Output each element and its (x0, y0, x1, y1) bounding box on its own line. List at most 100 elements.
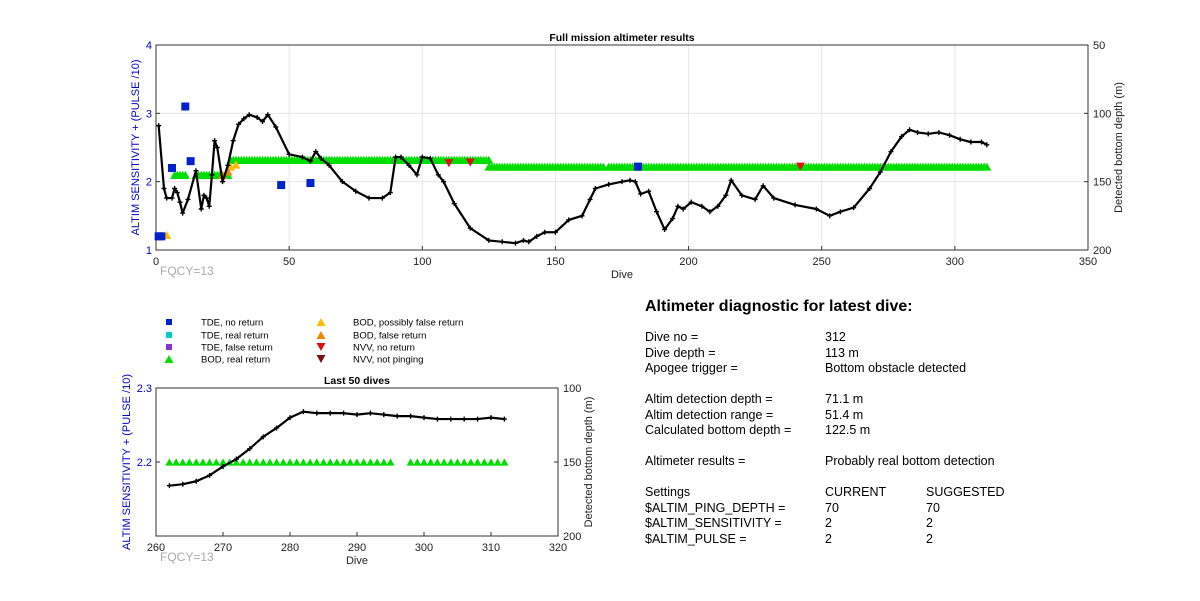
depth-point-marker (408, 413, 414, 419)
tde-no-return-marker (633, 162, 642, 171)
depth-point-marker (662, 227, 668, 232)
diagnostic-label: Altim detection range = (645, 407, 774, 422)
bod-real-return-marker (239, 458, 248, 466)
depth-point-marker (441, 179, 447, 185)
legend-marker-tde_real_return (166, 332, 172, 338)
diagnostic-label: Calculated bottom depth = (645, 423, 792, 437)
setting-suggested: 2 (926, 531, 933, 546)
y-left-tick-label: 2.3 (137, 383, 152, 395)
depth-point-marker (587, 196, 593, 202)
depth-point-marker (180, 481, 186, 487)
depth-point-marker (367, 410, 373, 416)
bod-real-return-marker (480, 458, 489, 466)
bod-real-return-marker (306, 458, 315, 466)
bod-real-return-marker (245, 458, 254, 466)
depth-point-marker (723, 192, 729, 198)
bod-real-return-marker (332, 458, 341, 466)
bod-real-return-marker (420, 458, 428, 466)
nvv-no-return-marker (444, 159, 454, 168)
depth-point-marker (419, 154, 425, 160)
fqcy-annotation: FQCY=13 (160, 550, 214, 564)
depth-point-marker (300, 409, 306, 415)
bod-real-return-marker (312, 458, 321, 466)
nvv-no-return-marker (465, 158, 475, 167)
x-tick-label: 100 (413, 256, 431, 268)
depth-point-marker (254, 114, 260, 120)
depth-point-marker (512, 240, 518, 246)
bod-real-return-marker (212, 458, 221, 466)
y-left-tick-label: 1 (146, 245, 152, 257)
bod-real-return-marker (279, 458, 288, 466)
depth-point-marker (299, 154, 305, 160)
y-right-axis-label: Detected bottom depth (m) (583, 397, 595, 528)
x-tick-label: 300 (415, 542, 433, 554)
diagnostic-value: Bottom obstacle detected (825, 361, 967, 375)
bod-real-return-marker (180, 170, 190, 179)
x-tick-label: 300 (946, 256, 964, 268)
depth-point-marker (675, 203, 681, 209)
depth-point-marker (207, 472, 213, 478)
tde-no-return-marker (277, 181, 286, 190)
setting-suggested: 2 (926, 516, 933, 530)
setting-suggested: 70 (926, 500, 940, 515)
depth-point-marker (414, 172, 420, 178)
depth-point-marker (220, 179, 226, 185)
bod-real-return-marker (205, 458, 214, 466)
depth-point-marker (451, 201, 457, 207)
depth-point-marker (214, 145, 220, 150)
settings-header-current: CURRENT (825, 485, 887, 499)
diagnostic-value: 51.4 m (825, 407, 864, 422)
bod-real-return-marker (386, 458, 395, 466)
fqcy-annotation: FQCY=13 (160, 264, 214, 278)
depth-point-marker (486, 237, 492, 243)
depth-point-marker (353, 188, 359, 194)
depth-point-marker (542, 229, 548, 235)
depth-point-marker (552, 229, 558, 235)
chart-title: Full mission altimeter results (549, 32, 694, 44)
x-tick-label: 260 (147, 542, 165, 554)
bod-real-return-marker (185, 458, 194, 466)
depth-point-marker (177, 199, 183, 205)
legend-label: TDE, no return (201, 318, 263, 329)
depth-point-marker (688, 199, 694, 205)
depth-point-marker (314, 410, 320, 416)
depth-point-marker (837, 209, 843, 215)
legend-marker-tde_false_return (166, 344, 172, 350)
y-left-axis-label: ALTIM SENSITIVITY + (PULSE /10) (121, 374, 133, 550)
depth-point-marker (156, 123, 162, 129)
settings-header-suggested: SUGGESTED (926, 485, 1005, 499)
legend-label: BOD, real return (201, 355, 270, 366)
bod-real-return-marker (353, 458, 361, 466)
depth-point-marker (260, 119, 266, 125)
depth-point-marker (771, 195, 777, 201)
diagnostic-label: Altimeter results = (645, 454, 746, 468)
x-tick-label: 350 (1079, 256, 1097, 268)
diagnostic-label: Dive depth = (645, 345, 716, 360)
depth-point-marker (579, 213, 585, 219)
bod-real-return-marker (433, 458, 442, 466)
bod-real-return-marker (493, 458, 502, 466)
detected-bottom-depth-line (157, 113, 988, 245)
x-axis-label: Dive (346, 555, 368, 567)
depth-point-marker (247, 446, 253, 452)
depth-point-marker (699, 203, 705, 209)
bod-real-return-marker (172, 458, 181, 466)
y-left-tick-label: 2.2 (137, 457, 152, 469)
spacer (645, 439, 1185, 455)
depth-point-marker (520, 237, 526, 243)
bod-real-return-marker (466, 458, 475, 466)
depth-point-marker (406, 162, 412, 168)
depth-point-marker (680, 206, 686, 212)
y-right-tick-label: 100 (1093, 108, 1111, 120)
depth-point-marker (566, 217, 572, 223)
depth-point-marker (220, 463, 226, 469)
settings-row-ping-depth: $ALTIM_PING_DEPTH = 70 70 (645, 501, 1185, 517)
depth-point-marker (161, 186, 167, 191)
depth-point-marker (739, 192, 745, 198)
diagnostic-row-altimeter-results: Altimeter results = Probably real bottom… (645, 454, 1185, 470)
x-tick-label: 280 (281, 542, 299, 554)
depth-point-marker (606, 181, 612, 187)
bod-real-return-marker (198, 458, 207, 466)
depth-point-marker (627, 177, 633, 183)
